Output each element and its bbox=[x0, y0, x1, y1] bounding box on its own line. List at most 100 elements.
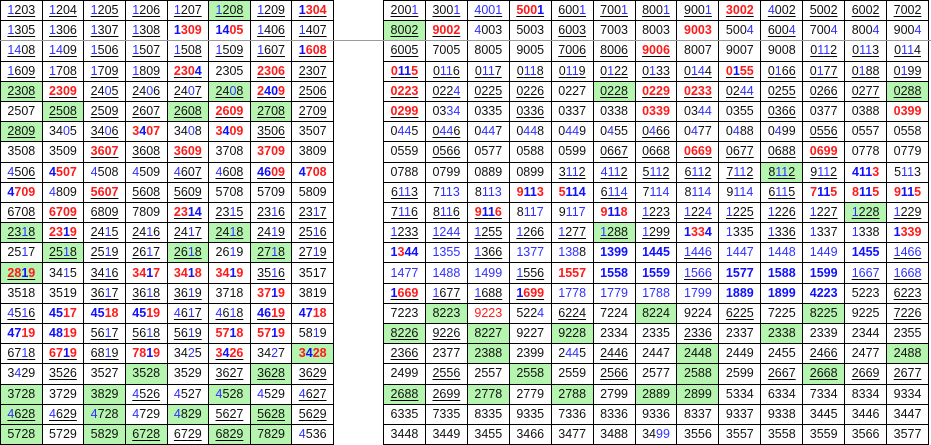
grid-cell[interactable]: 4809 bbox=[41, 181, 85, 203]
grid-cell[interactable]: 0144 bbox=[676, 60, 720, 82]
grid-cell[interactable]: 5608 bbox=[124, 181, 168, 203]
grid-cell[interactable]: 2788 bbox=[550, 383, 594, 405]
grid-cell[interactable]: 4728 bbox=[83, 403, 126, 425]
grid-cell[interactable]: 1488 bbox=[424, 262, 468, 284]
grid-cell[interactable]: 0133 bbox=[634, 60, 678, 82]
grid-cell[interactable]: 3507 bbox=[291, 121, 334, 143]
grid-cell[interactable]: 8335 bbox=[466, 403, 510, 425]
grid-cell[interactable]: 1599 bbox=[802, 262, 846, 284]
grid-cell[interactable]: 1477 bbox=[383, 262, 426, 284]
grid-cell[interactable]: 0399 bbox=[886, 100, 929, 123]
grid-cell[interactable]: 1667 bbox=[844, 262, 888, 284]
grid-cell[interactable]: 0266 bbox=[802, 80, 846, 102]
grid-cell[interactable]: 2506 bbox=[291, 80, 334, 102]
grid-cell[interactable]: 1557 bbox=[550, 262, 594, 284]
grid-cell[interactable]: 3529 bbox=[166, 363, 210, 385]
grid-cell[interactable]: 2588 bbox=[676, 363, 720, 385]
grid-cell[interactable]: 7113 bbox=[424, 181, 468, 203]
grid-cell[interactable]: 3718 bbox=[208, 282, 251, 304]
grid-cell[interactable]: 1208 bbox=[208, 0, 251, 22]
grid-cell[interactable]: 2719 bbox=[291, 242, 334, 264]
grid-cell[interactable]: 1335 bbox=[718, 222, 762, 244]
grid-cell[interactable]: 0115 bbox=[383, 60, 426, 82]
grid-cell[interactable]: 0122 bbox=[592, 60, 636, 82]
grid-cell[interactable]: 0288 bbox=[886, 80, 929, 102]
grid-cell[interactable]: 8224 bbox=[634, 302, 678, 325]
grid-cell[interactable]: 1266 bbox=[508, 222, 552, 244]
grid-cell[interactable]: 3608 bbox=[124, 141, 168, 163]
grid-cell[interactable]: 2709 bbox=[291, 100, 334, 123]
grid-cell[interactable]: 0455 bbox=[592, 121, 636, 143]
grid-cell[interactable]: 0225 bbox=[466, 80, 510, 102]
grid-cell[interactable]: 2339 bbox=[802, 322, 846, 345]
grid-cell[interactable]: 2899 bbox=[676, 383, 720, 405]
grid-cell[interactable]: 5609 bbox=[166, 181, 210, 203]
grid-cell[interactable]: 0118 bbox=[508, 60, 552, 82]
grid-cell[interactable]: 0226 bbox=[508, 80, 552, 102]
grid-cell[interactable]: 1409 bbox=[41, 40, 85, 62]
grid-cell[interactable]: 4509 bbox=[124, 161, 168, 183]
grid-cell[interactable]: 8114 bbox=[676, 181, 720, 203]
grid-cell[interactable]: 1558 bbox=[592, 262, 636, 284]
grid-cell[interactable]: 3577 bbox=[886, 423, 929, 445]
grid-cell[interactable]: 1306 bbox=[41, 20, 85, 42]
grid-cell[interactable]: 3617 bbox=[83, 282, 126, 304]
grid-cell[interactable]: 2406 bbox=[124, 80, 168, 102]
grid-cell[interactable]: 1709 bbox=[83, 60, 126, 82]
grid-cell[interactable]: 2518 bbox=[41, 242, 85, 264]
grid-cell[interactable]: 3526 bbox=[41, 363, 85, 385]
grid-cell[interactable]: 1466 bbox=[886, 242, 929, 264]
grid-cell[interactable]: 6113 bbox=[383, 181, 426, 203]
grid-cell[interactable]: 0488 bbox=[718, 121, 762, 143]
grid-cell[interactable]: 7829 bbox=[249, 423, 293, 445]
grid-cell[interactable]: 3499 bbox=[634, 423, 678, 445]
grid-cell[interactable]: 2399 bbox=[508, 343, 552, 365]
grid-cell[interactable]: 3445 bbox=[802, 403, 846, 425]
grid-cell[interactable]: 4518 bbox=[83, 302, 126, 325]
grid-cell[interactable]: 1506 bbox=[83, 40, 126, 62]
grid-cell[interactable]: 0338 bbox=[592, 100, 636, 123]
grid-cell[interactable]: 0577 bbox=[466, 141, 510, 163]
grid-cell[interactable]: 9002 bbox=[424, 20, 468, 42]
grid-cell[interactable]: 1336 bbox=[760, 222, 804, 244]
grid-cell[interactable]: 8337 bbox=[676, 403, 720, 425]
grid-cell[interactable]: 0119 bbox=[550, 60, 594, 82]
grid-cell[interactable]: 0228 bbox=[592, 80, 636, 102]
grid-cell[interactable]: 7004 bbox=[802, 20, 846, 42]
grid-cell[interactable]: 0388 bbox=[844, 100, 888, 123]
grid-cell[interactable]: 3477 bbox=[550, 423, 594, 445]
grid-cell[interactable]: 8225 bbox=[802, 302, 846, 325]
grid-cell[interactable]: 4829 bbox=[166, 403, 210, 425]
grid-cell[interactable]: 1207 bbox=[166, 0, 210, 22]
grid-cell[interactable]: 3506 bbox=[249, 121, 293, 143]
grid-cell[interactable]: 2499 bbox=[383, 363, 426, 385]
grid-cell[interactable]: 2338 bbox=[760, 322, 804, 345]
grid-cell[interactable]: 8001 bbox=[634, 0, 678, 22]
grid-cell[interactable]: 1508 bbox=[166, 40, 210, 62]
grid-cell[interactable]: 0599 bbox=[550, 141, 594, 163]
grid-cell[interactable]: 2409 bbox=[249, 80, 293, 102]
grid-cell[interactable]: 2334 bbox=[592, 322, 636, 345]
grid-cell[interactable]: 2477 bbox=[844, 343, 888, 365]
grid-cell[interactable]: 1607 bbox=[249, 40, 293, 62]
grid-cell[interactable]: 1588 bbox=[760, 262, 804, 284]
grid-cell[interactable]: 0889 bbox=[466, 161, 510, 183]
grid-cell[interactable]: 3488 bbox=[592, 423, 636, 445]
grid-cell[interactable]: 2309 bbox=[41, 80, 85, 102]
grid-cell[interactable]: 9226 bbox=[424, 322, 468, 345]
grid-cell[interactable]: 8112 bbox=[760, 161, 804, 183]
grid-cell[interactable]: 5003 bbox=[508, 20, 552, 42]
grid-cell[interactable]: 1577 bbox=[718, 262, 762, 284]
grid-cell[interactable]: 2415 bbox=[83, 222, 126, 244]
grid-cell[interactable]: 4113 bbox=[844, 161, 888, 183]
grid-cell[interactable]: 9117 bbox=[550, 201, 594, 224]
grid-cell[interactable]: 3619 bbox=[166, 282, 210, 304]
grid-cell[interactable]: 4527 bbox=[166, 383, 210, 405]
grid-cell[interactable]: 5617 bbox=[83, 322, 126, 345]
grid-cell[interactable]: 9335 bbox=[508, 403, 552, 425]
grid-cell[interactable]: 2335 bbox=[634, 322, 678, 345]
grid-cell[interactable]: 3809 bbox=[291, 141, 334, 163]
grid-cell[interactable]: 9227 bbox=[508, 322, 552, 345]
grid-cell[interactable]: 0177 bbox=[802, 60, 846, 82]
grid-cell[interactable]: 1406 bbox=[249, 20, 293, 42]
